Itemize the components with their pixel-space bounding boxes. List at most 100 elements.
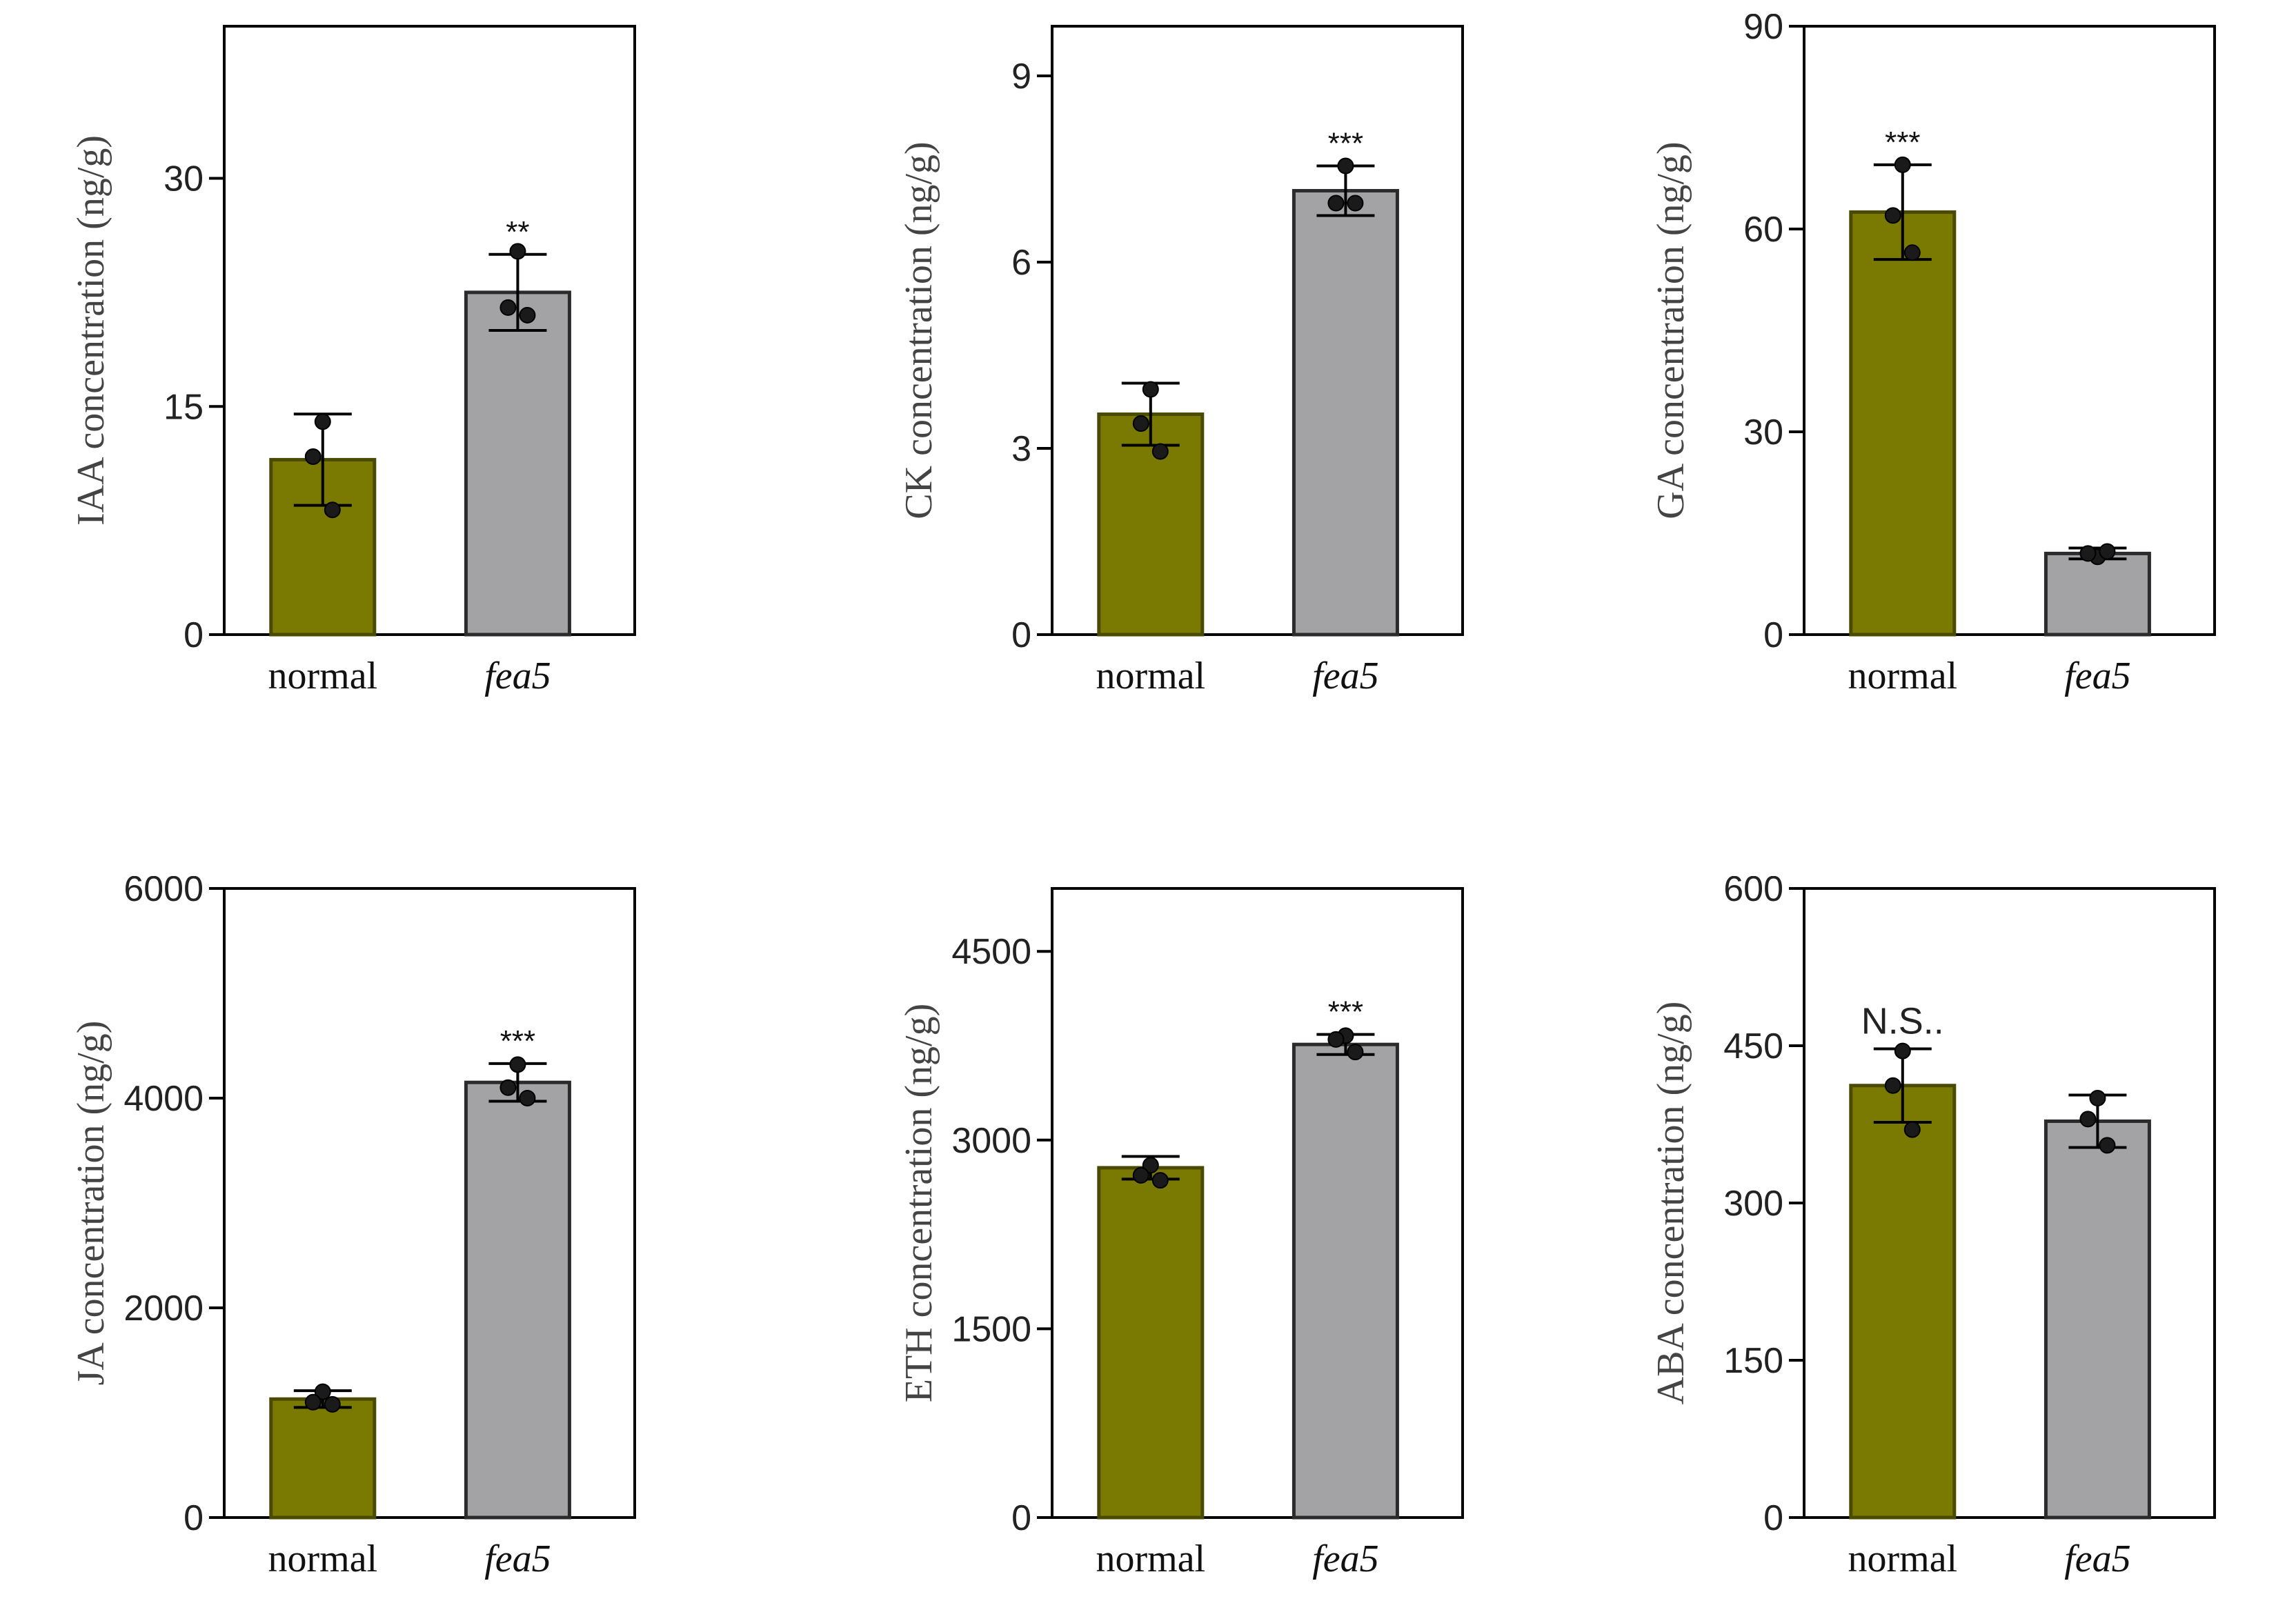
data-point — [1132, 1166, 1149, 1184]
data-point — [509, 243, 526, 260]
data-point — [1347, 1044, 1364, 1061]
bar-normal — [1097, 1166, 1205, 1520]
bar-fea5 — [1292, 189, 1399, 637]
data-point — [519, 1090, 536, 1106]
y-tick-label: 0 — [1763, 615, 1783, 655]
x-category-label: normal — [1096, 1538, 1205, 1580]
y-tick-label: 150 — [1723, 1341, 1783, 1381]
x-category-label: normal — [1096, 655, 1205, 697]
data-point — [1142, 1157, 1159, 1174]
chart-panel-eth: 0 1500 3000 4500 ETH concentration (ng/g) nor… — [898, 887, 1464, 1580]
plot-frame — [1051, 887, 1464, 1519]
y-tick-label: 0 — [1011, 615, 1031, 655]
data-point — [519, 306, 536, 324]
data-point — [314, 413, 331, 430]
x-category-label: fea5 — [2064, 1538, 2130, 1580]
significance-label: *** — [1885, 126, 1920, 159]
y-tick-label: 90 — [1743, 14, 1783, 47]
bar-fea5 — [2043, 551, 2151, 637]
y-axis-label: ABA concentration (ng/g) — [1650, 1002, 1692, 1405]
bar-fea5 — [464, 290, 571, 637]
x-category-label: fea5 — [2064, 655, 2130, 697]
chart-panel-ja: 0 2000 4000 6000 JA concentration (ng/g) norm… — [70, 876, 636, 1580]
significance-label: N.S.. — [1861, 1001, 1944, 1042]
chart-panel-iaa: 0 15 30 IAA concentration (ng/g) normal ** fea… — [70, 25, 636, 697]
data-point — [1894, 156, 1911, 173]
data-point — [1151, 1172, 1169, 1189]
y-tick-label: 3000 — [951, 1121, 1031, 1161]
data-point — [314, 1383, 331, 1400]
chart-panel-ck: 0 3 6 9 CK concentration (ng/g) normal *** fea5 — [898, 25, 1464, 697]
significance-label: *** — [1328, 127, 1363, 161]
data-point — [2079, 1111, 2097, 1128]
chart-panel-aba: 0 150 300 450 600 ABA concentration (ng/g) N.S… — [1650, 876, 2216, 1580]
data-point — [1903, 1121, 1921, 1138]
y-tick-label: 30 — [164, 159, 204, 199]
y-tick-label: 6 — [1011, 243, 1031, 283]
y-axis-label: IAA concentration (ng/g) — [70, 135, 112, 526]
y-tick-label: 6000 — [123, 876, 204, 909]
bar-normal — [269, 1397, 377, 1520]
data-point — [2079, 545, 2097, 562]
data-point — [1327, 195, 1345, 212]
data-point — [1327, 1031, 1345, 1048]
bar-fea5 — [2043, 1119, 2151, 1520]
x-category-label: normal — [268, 655, 377, 697]
significance-label: *** — [1328, 995, 1363, 1029]
y-tick-label: 1500 — [951, 1309, 1031, 1349]
y-tick-label: 2000 — [123, 1289, 204, 1329]
data-point — [1132, 415, 1149, 432]
data-point — [499, 299, 517, 316]
data-point — [1151, 443, 1169, 460]
data-point — [324, 1395, 341, 1413]
x-category-label: normal — [1848, 655, 1957, 697]
y-tick-label: 0 — [1763, 1498, 1783, 1538]
data-point — [304, 1393, 321, 1411]
data-point — [1903, 244, 1921, 261]
data-point — [509, 1056, 526, 1073]
plot-frame — [223, 25, 636, 636]
y-axis-label: ETH concentration (ng/g) — [898, 1004, 940, 1402]
y-axis-label: CK concentration (ng/g) — [898, 141, 940, 519]
data-point — [1142, 381, 1159, 398]
y-tick-label: 15 — [164, 387, 204, 427]
y-tick-label: 60 — [1743, 210, 1783, 250]
data-point — [499, 1079, 517, 1096]
y-tick-label: 30 — [1743, 412, 1783, 453]
chart-panel-ga: 0 30 60 90 GA concentration (ng/g) *** normal f… — [1650, 14, 2216, 697]
y-tick-label: 600 — [1723, 876, 1783, 909]
bar-fea5 — [464, 1080, 571, 1520]
bar-normal — [1849, 1084, 1957, 1520]
y-tick-label: 0 — [1011, 1498, 1031, 1538]
bar-fea5 — [1292, 1042, 1399, 1520]
bar-normal — [1097, 412, 1205, 637]
data-point — [2099, 543, 2116, 560]
data-point — [1884, 1077, 1901, 1094]
plot-frame — [1051, 25, 1464, 636]
significance-label: ** — [506, 215, 529, 249]
data-point — [1884, 207, 1901, 224]
y-tick-label: 450 — [1723, 1026, 1783, 1066]
data-point — [1347, 195, 1364, 212]
x-category-label: fea5 — [484, 655, 551, 697]
x-category-label: fea5 — [1312, 1538, 1378, 1580]
x-category-label: normal — [1848, 1538, 1957, 1580]
data-point — [324, 501, 341, 519]
bar-normal — [1849, 210, 1957, 637]
y-tick-label: 0 — [184, 615, 204, 655]
data-point — [2089, 1090, 2106, 1106]
y-tick-label: 4500 — [951, 932, 1031, 972]
data-point — [304, 448, 321, 466]
y-tick-label: 3 — [1011, 429, 1031, 469]
y-tick-label: 300 — [1723, 1184, 1783, 1224]
y-tick-label: 9 — [1011, 57, 1031, 97]
y-tick-label: 4000 — [123, 1079, 204, 1119]
x-category-label: normal — [268, 1538, 377, 1580]
plot-frame — [223, 887, 636, 1519]
y-axis-label: GA concentration (ng/g) — [1650, 141, 1692, 519]
significance-label: *** — [500, 1024, 535, 1058]
data-point — [1337, 157, 1354, 175]
y-axis-label: JA concentration (ng/g) — [70, 1021, 112, 1386]
x-category-label: fea5 — [484, 1538, 551, 1580]
